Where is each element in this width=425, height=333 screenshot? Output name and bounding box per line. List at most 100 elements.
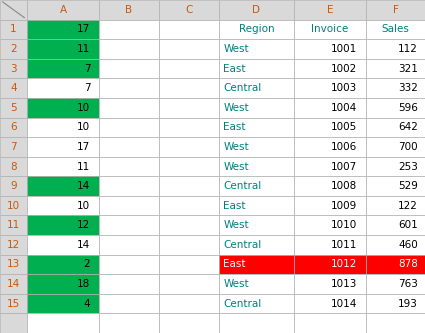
Bar (27, 39, 99, 59)
Text: 13: 13 (7, 259, 20, 269)
Bar (27, 20, 99, 39)
Bar (0, 176, 27, 196)
Text: 1008: 1008 (331, 181, 357, 191)
Bar (159, 137, 219, 157)
Bar (294, 294, 366, 313)
Bar (0, 294, 27, 313)
Text: West: West (224, 44, 249, 54)
Text: 6: 6 (10, 122, 17, 132)
Bar (294, 118, 366, 137)
Bar (219, 98, 294, 118)
Text: 1006: 1006 (331, 142, 357, 152)
Text: 14: 14 (77, 240, 91, 250)
Bar (219, 137, 294, 157)
Text: 763: 763 (398, 279, 418, 289)
Bar (27, 118, 99, 137)
Text: 1011: 1011 (331, 240, 357, 250)
Bar (0, 196, 27, 215)
Bar (159, 59, 219, 78)
Bar (366, 215, 425, 235)
Bar (294, 59, 366, 78)
Bar (294, 0, 366, 20)
Bar (219, 78, 294, 98)
Bar (294, 176, 366, 196)
Text: 14: 14 (77, 181, 91, 191)
Bar (366, 176, 425, 196)
Bar (159, 20, 219, 39)
Bar (366, 294, 425, 313)
Bar (0, 255, 27, 274)
Text: 460: 460 (398, 240, 418, 250)
Bar (99, 176, 159, 196)
Bar (219, 157, 294, 176)
Bar (366, 137, 425, 157)
Text: 18: 18 (77, 279, 91, 289)
Bar (0, 78, 27, 98)
Text: 7: 7 (84, 83, 91, 93)
Bar (219, 20, 294, 39)
Bar (159, 98, 219, 118)
Bar (219, 118, 294, 137)
Text: West: West (224, 279, 249, 289)
Bar (27, 176, 99, 196)
Text: 122: 122 (398, 201, 418, 211)
Bar (159, 255, 219, 274)
Text: West: West (224, 142, 249, 152)
Bar (0, 313, 27, 333)
Bar (294, 196, 366, 215)
Text: 14: 14 (7, 279, 20, 289)
Text: 4: 4 (84, 299, 91, 309)
Bar (366, 98, 425, 118)
Text: 596: 596 (398, 103, 418, 113)
Text: 529: 529 (398, 181, 418, 191)
Bar (294, 313, 366, 333)
Text: 11: 11 (77, 44, 91, 54)
Bar (0, 137, 27, 157)
Bar (99, 255, 159, 274)
Bar (366, 39, 425, 59)
Text: 10: 10 (77, 201, 91, 211)
Text: 11: 11 (77, 162, 91, 171)
Text: 112: 112 (398, 44, 418, 54)
Bar (366, 0, 425, 20)
Text: 1004: 1004 (331, 103, 357, 113)
Bar (159, 215, 219, 235)
Bar (366, 255, 425, 274)
Bar (294, 215, 366, 235)
Bar (294, 274, 366, 294)
Text: 1009: 1009 (331, 201, 357, 211)
Bar (159, 235, 219, 255)
Bar (366, 78, 425, 98)
Bar (27, 98, 99, 118)
Text: 1001: 1001 (331, 44, 357, 54)
Text: Sales: Sales (382, 24, 409, 34)
Bar (99, 215, 159, 235)
Text: 1012: 1012 (331, 259, 357, 269)
Bar (27, 196, 99, 215)
Bar (99, 98, 159, 118)
Text: 7: 7 (84, 64, 91, 74)
Bar (27, 215, 99, 235)
Bar (0, 274, 27, 294)
Bar (366, 59, 425, 78)
Text: 5: 5 (10, 103, 17, 113)
Text: Region: Region (239, 24, 274, 34)
Text: Central: Central (224, 299, 262, 309)
Bar (219, 274, 294, 294)
Text: Central: Central (224, 240, 262, 250)
Bar (219, 255, 294, 274)
Text: B: B (125, 5, 133, 15)
Bar (99, 313, 159, 333)
Bar (99, 157, 159, 176)
Text: 321: 321 (398, 64, 418, 74)
Bar (0, 235, 27, 255)
Bar (219, 59, 294, 78)
Text: A: A (60, 5, 67, 15)
Bar (99, 59, 159, 78)
Bar (99, 196, 159, 215)
Bar (27, 137, 99, 157)
Text: 10: 10 (77, 103, 91, 113)
Text: 1005: 1005 (331, 122, 357, 132)
Bar (0, 20, 27, 39)
Text: West: West (224, 103, 249, 113)
